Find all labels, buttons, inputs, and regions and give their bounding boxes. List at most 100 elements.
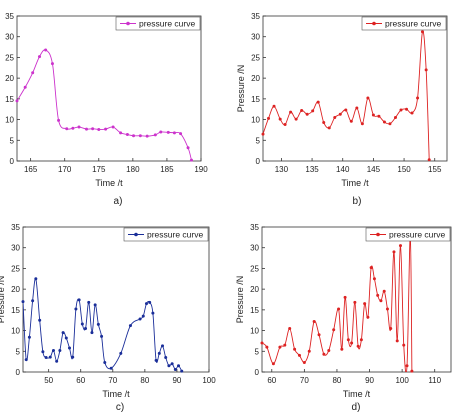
data-point xyxy=(44,48,48,52)
data-point xyxy=(91,127,95,131)
data-point xyxy=(148,300,152,304)
data-point xyxy=(84,327,88,330)
data-point xyxy=(343,295,347,299)
legend-entry: pressure curve xyxy=(389,230,445,240)
data-point xyxy=(161,344,164,348)
y-tick-label: 10 xyxy=(251,116,260,125)
data-point xyxy=(189,158,193,162)
x-tick-label: 145 xyxy=(367,165,381,174)
y-tick-label: 30 xyxy=(251,33,260,42)
y-tick-label: 10 xyxy=(11,327,20,336)
x-tick-label: 150 xyxy=(397,165,411,174)
y-tick-label: 0 xyxy=(255,368,260,377)
data-point xyxy=(369,266,373,270)
data-point xyxy=(307,349,311,353)
data-point xyxy=(154,358,158,362)
x-tick-label: 135 xyxy=(305,165,319,174)
data-point xyxy=(278,117,282,121)
data-point xyxy=(58,348,62,352)
data-point xyxy=(164,356,168,359)
data-point xyxy=(427,158,431,162)
data-point xyxy=(271,362,275,366)
data-point xyxy=(119,351,123,355)
data-point xyxy=(272,104,276,108)
data-point xyxy=(332,328,336,332)
legend-swatch-marker xyxy=(376,232,380,237)
data-point xyxy=(302,360,306,364)
legend-entry: pressure curve xyxy=(147,230,203,240)
x-tick-label: 60 xyxy=(267,376,276,385)
data-point xyxy=(37,55,41,59)
y-tick-label: 5 xyxy=(255,347,260,356)
x-tick-label: 70 xyxy=(300,376,309,385)
data-point xyxy=(97,128,101,132)
y-tick-label: 20 xyxy=(251,74,260,83)
data-point xyxy=(180,369,184,373)
data-point xyxy=(359,338,363,342)
data-point xyxy=(350,341,354,345)
y-tick-label: 15 xyxy=(250,306,259,315)
data-point xyxy=(170,362,174,366)
data-point xyxy=(260,341,264,345)
plot-frame xyxy=(262,15,448,162)
data-point xyxy=(51,348,55,352)
data-point xyxy=(138,134,142,138)
x-tick-label: 155 xyxy=(428,165,442,174)
y-tick-label: 25 xyxy=(11,264,20,273)
x-tick-label: 130 xyxy=(275,165,289,174)
data-point xyxy=(31,299,35,303)
y-tick-label: 10 xyxy=(250,327,259,336)
data-point xyxy=(349,119,353,123)
data-point xyxy=(23,85,27,89)
y-tick-label: 0 xyxy=(10,157,15,166)
data-point xyxy=(74,307,78,311)
x-tick-label: 185 xyxy=(160,165,174,174)
data-point xyxy=(322,120,326,124)
data-point xyxy=(337,307,341,311)
data-point xyxy=(311,109,315,113)
y-tick-label: 5 xyxy=(10,136,15,145)
data-point xyxy=(27,335,31,339)
x-tick-label: 90 xyxy=(365,376,374,385)
legend-box xyxy=(365,227,451,242)
data-point xyxy=(167,364,171,368)
series-line xyxy=(262,234,413,372)
legend-swatch-marker xyxy=(372,21,376,26)
data-point xyxy=(31,71,35,75)
legend-swatch-marker xyxy=(134,232,138,237)
data-point xyxy=(366,315,370,319)
panel-caption: a) xyxy=(114,196,123,207)
data-point xyxy=(41,350,45,354)
data-point xyxy=(327,348,331,352)
data-point xyxy=(151,311,155,315)
data-point xyxy=(382,120,386,124)
x-tick-label: 140 xyxy=(336,165,350,174)
data-point xyxy=(141,314,145,318)
data-point xyxy=(132,134,136,138)
y-tick-label: 15 xyxy=(5,95,14,104)
x-tick-label: 80 xyxy=(140,376,149,385)
data-point xyxy=(398,244,402,248)
data-point xyxy=(382,289,386,293)
data-point xyxy=(322,352,326,356)
y-tick-label: 25 xyxy=(251,53,260,62)
data-point xyxy=(305,112,309,116)
data-point xyxy=(77,125,81,129)
y-axis-label: Pressure /N xyxy=(235,276,245,324)
data-point xyxy=(48,355,52,359)
data-point xyxy=(356,344,360,348)
data-point xyxy=(402,343,406,347)
data-point xyxy=(388,122,392,126)
data-point xyxy=(424,68,428,72)
data-point xyxy=(109,366,113,370)
data-point xyxy=(111,125,115,129)
data-point xyxy=(385,307,389,311)
data-point xyxy=(96,322,100,326)
series-line xyxy=(17,49,192,161)
data-point xyxy=(293,347,297,351)
data-point xyxy=(21,300,25,304)
data-point xyxy=(177,364,181,368)
data-point xyxy=(360,122,364,126)
